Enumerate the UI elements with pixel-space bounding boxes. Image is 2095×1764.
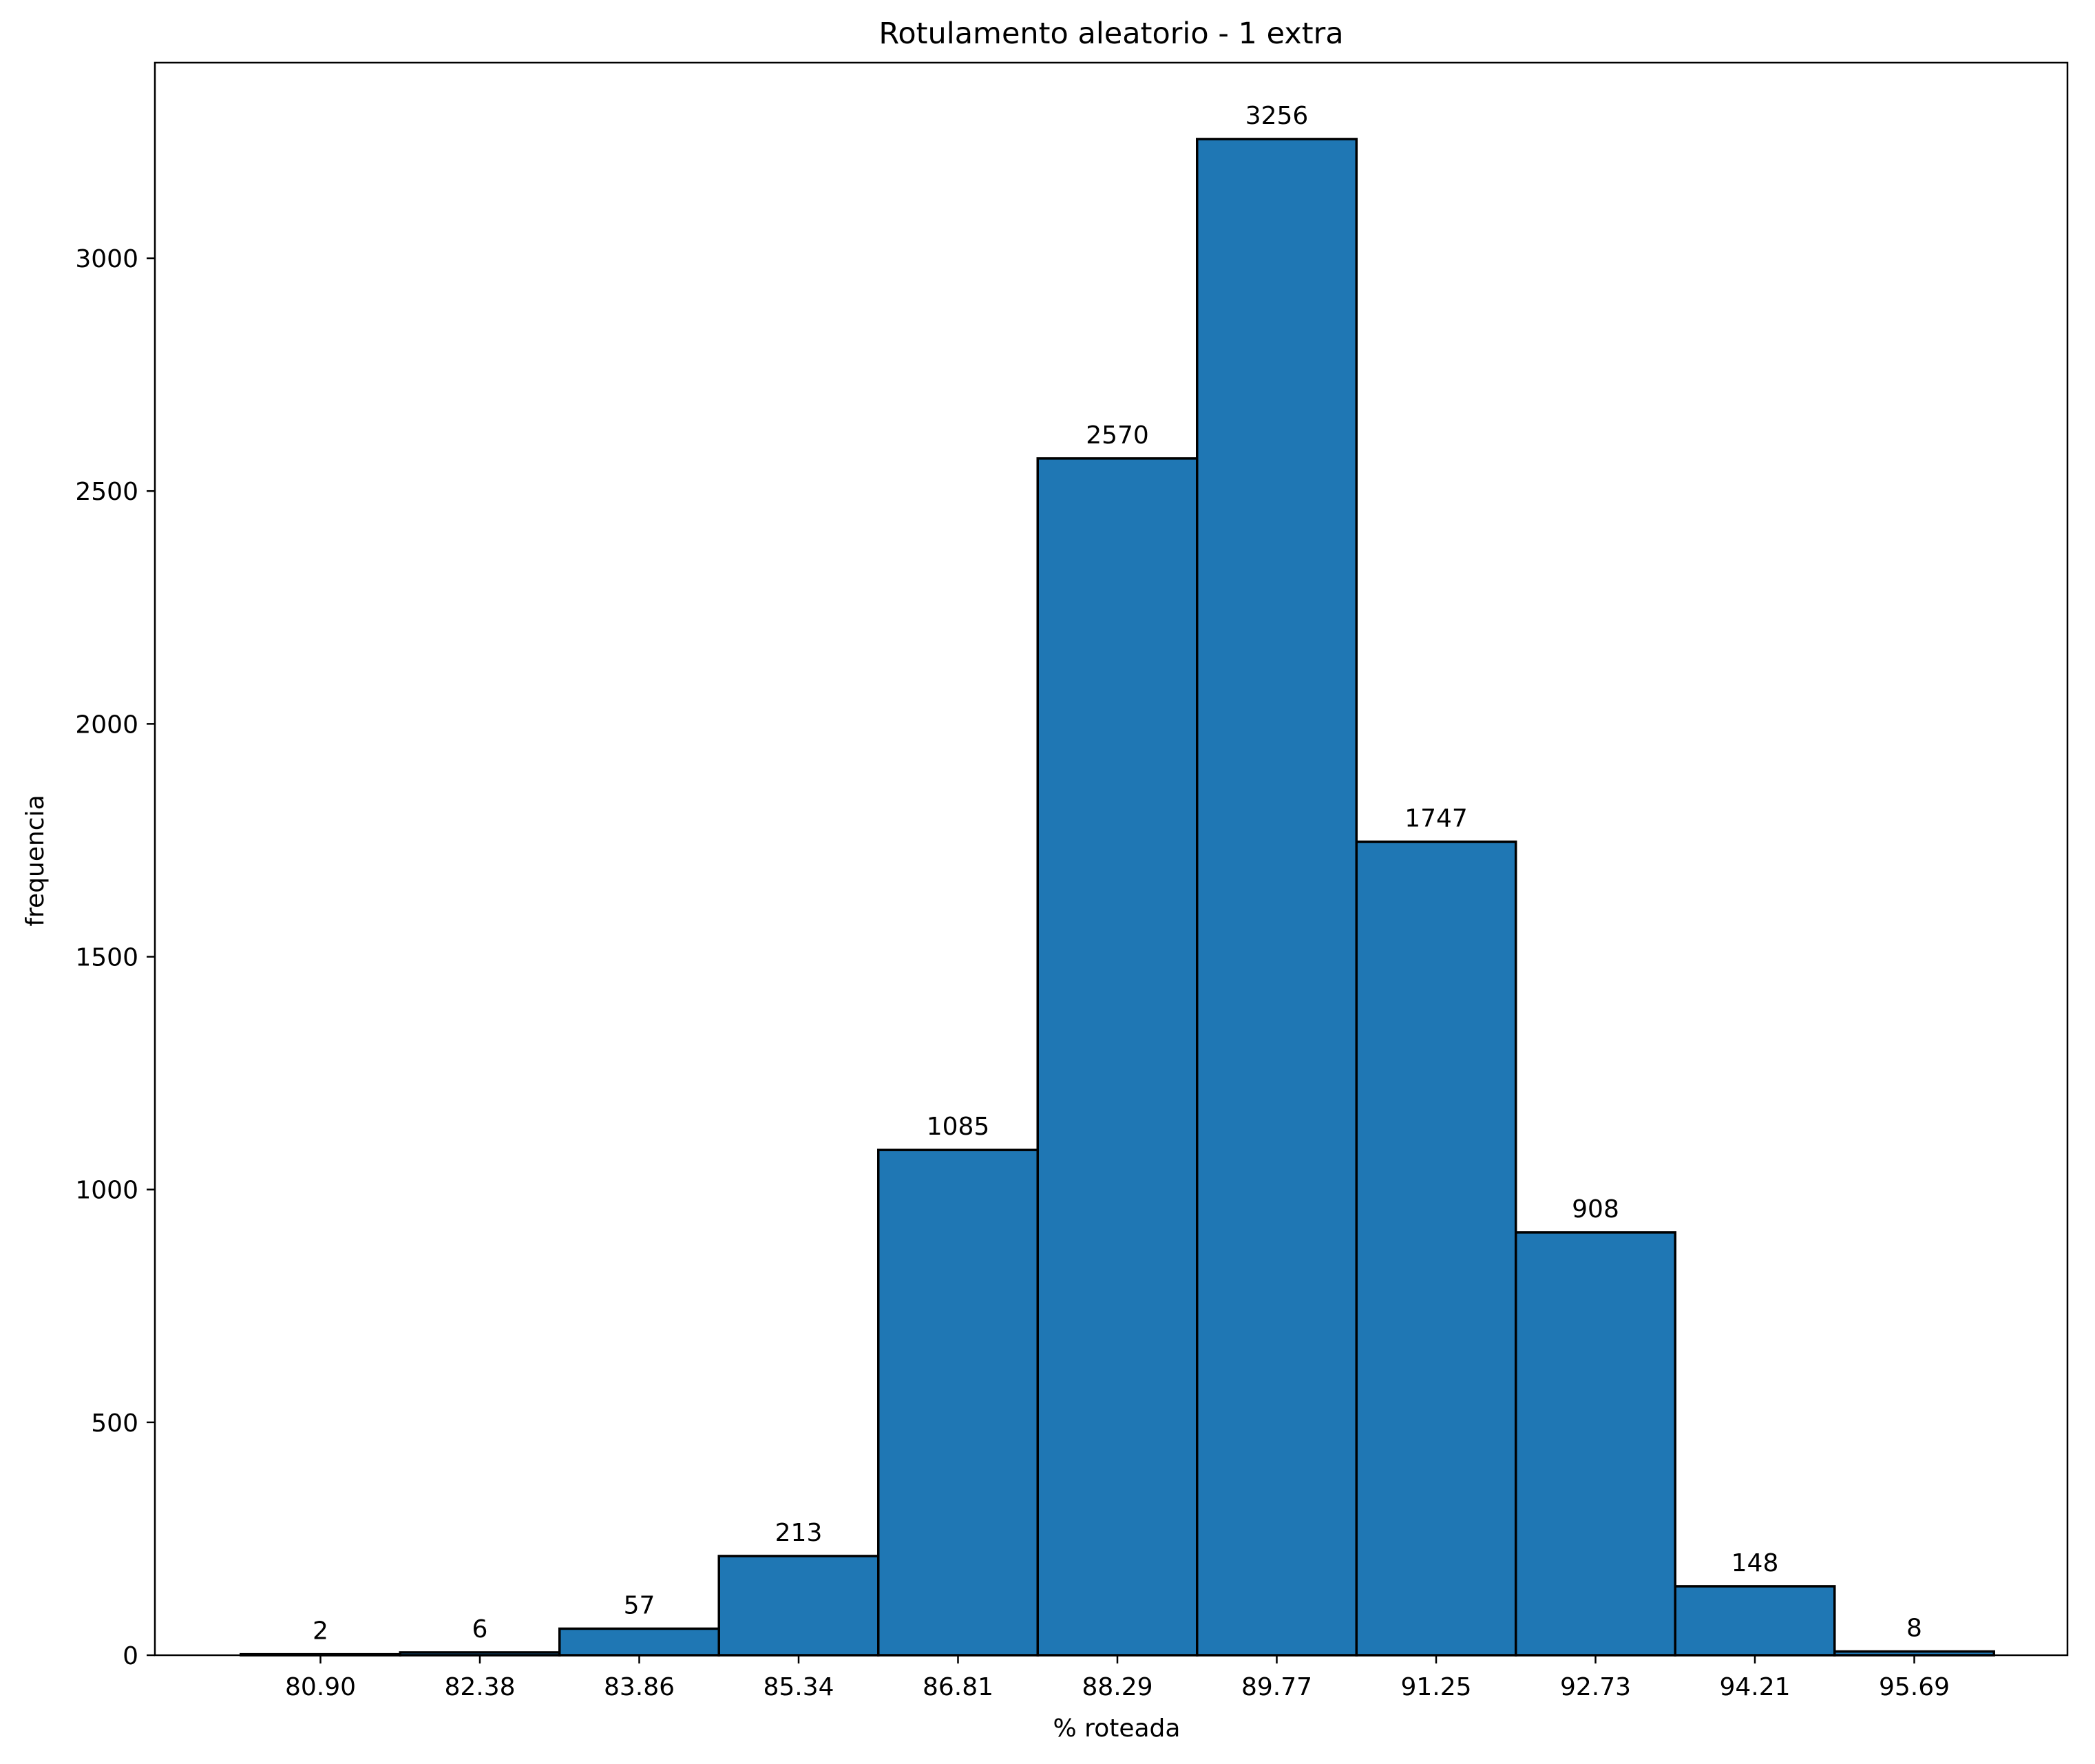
data-label-82.38: 6: [472, 1615, 488, 1644]
x-axis-label: % roteada: [1053, 1714, 1181, 1743]
x-tick-label: 94.21: [1719, 1673, 1790, 1701]
bar-94.21: [1674, 1585, 1836, 1657]
y-axis-label: frequencia: [21, 795, 50, 926]
x-tick-label: 92.73: [1560, 1673, 1631, 1701]
bar-89.77: [1196, 138, 1358, 1657]
bar-86.81: [877, 1148, 1039, 1657]
data-label-85.34: 213: [775, 1519, 823, 1547]
x-tick-label: 83.86: [604, 1673, 675, 1701]
data-labels-layer: 2 6 57 213 1085 2570 3256 1747 908 148 8: [313, 102, 1922, 1646]
x-tick-label: 88.29: [1082, 1673, 1152, 1701]
x-tick-label: 80.90: [285, 1673, 356, 1701]
bar-88.29: [1036, 457, 1199, 1657]
chart-title: Rotulamento aleatorio - 1 extra: [878, 17, 1343, 51]
data-label-91.25: 1747: [1404, 804, 1468, 832]
bar-83.86: [558, 1627, 720, 1657]
y-tick-label: 1500: [75, 944, 138, 972]
y-tick-label: 1000: [75, 1177, 138, 1205]
x-tick-label: 91.25: [1400, 1673, 1471, 1701]
x-axis-ticks: 80.90 82.38 83.86 85.34 86.81 88.29 89.77 91.25…: [285, 1655, 1950, 1701]
y-tick-label: 3000: [75, 245, 138, 273]
x-tick-label: 89.77: [1241, 1673, 1312, 1701]
y-tick-label: 500: [91, 1409, 138, 1438]
y-tick-label: 2000: [75, 711, 138, 739]
y-tick-label: 0: [123, 1642, 138, 1670]
x-tick-label: 85.34: [763, 1673, 834, 1701]
bar-91.25: [1355, 840, 1517, 1657]
data-label-95.69: 8: [1906, 1615, 1922, 1643]
x-tick-label: 95.69: [1879, 1673, 1950, 1701]
x-tick-label: 86.81: [923, 1673, 993, 1701]
data-label-86.81: 1085: [927, 1113, 990, 1141]
y-tick-label: 2500: [75, 478, 138, 506]
data-label-92.73: 908: [1572, 1195, 1619, 1224]
bar-92.73: [1515, 1231, 1676, 1657]
data-label-88.29: 2570: [1086, 421, 1149, 450]
x-tick-label: 82.38: [444, 1673, 515, 1701]
bars-layer: [240, 138, 1995, 1657]
data-label-80.90: 2: [313, 1617, 328, 1646]
data-label-89.77: 3256: [1245, 102, 1309, 130]
y-axis-ticks: 0 500 1000 1500 2000 2500 3000: [75, 245, 155, 1670]
plot-frame: [154, 61, 2069, 1657]
data-label-94.21: 148: [1731, 1549, 1779, 1577]
bar-85.34: [717, 1555, 880, 1657]
data-label-83.86: 57: [624, 1591, 655, 1619]
